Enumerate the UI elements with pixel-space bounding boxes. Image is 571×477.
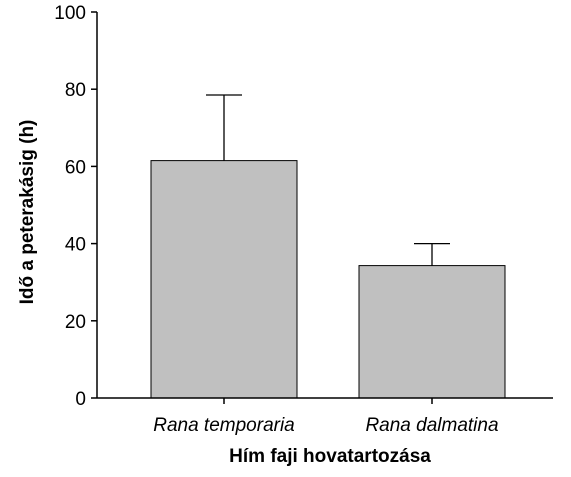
x-category-label: Rana dalmatina (365, 415, 498, 436)
x-category-labels: Rana temporaria Rana dalmatina (153, 398, 499, 436)
y-tick-label: 80 (65, 80, 86, 101)
x-axis-title: Hím faji hovatartozása (229, 446, 431, 467)
y-ticks-layer: 0 20 40 60 80 100 (54, 3, 97, 410)
x-category-label: Rana temporaria (153, 415, 295, 436)
y-tick-label: 60 (65, 157, 86, 178)
error-bars-layer (206, 94, 450, 266)
y-tick-label: 100 (54, 3, 86, 24)
y-tick-label: 20 (65, 312, 86, 333)
bar (150, 160, 298, 399)
bar (358, 265, 506, 399)
y-axis-title: Idő a peterakásig (h) (17, 120, 38, 305)
bars-layer (150, 160, 506, 399)
y-tick-label: 0 (75, 389, 86, 410)
y-tick-label: 40 (65, 235, 86, 256)
